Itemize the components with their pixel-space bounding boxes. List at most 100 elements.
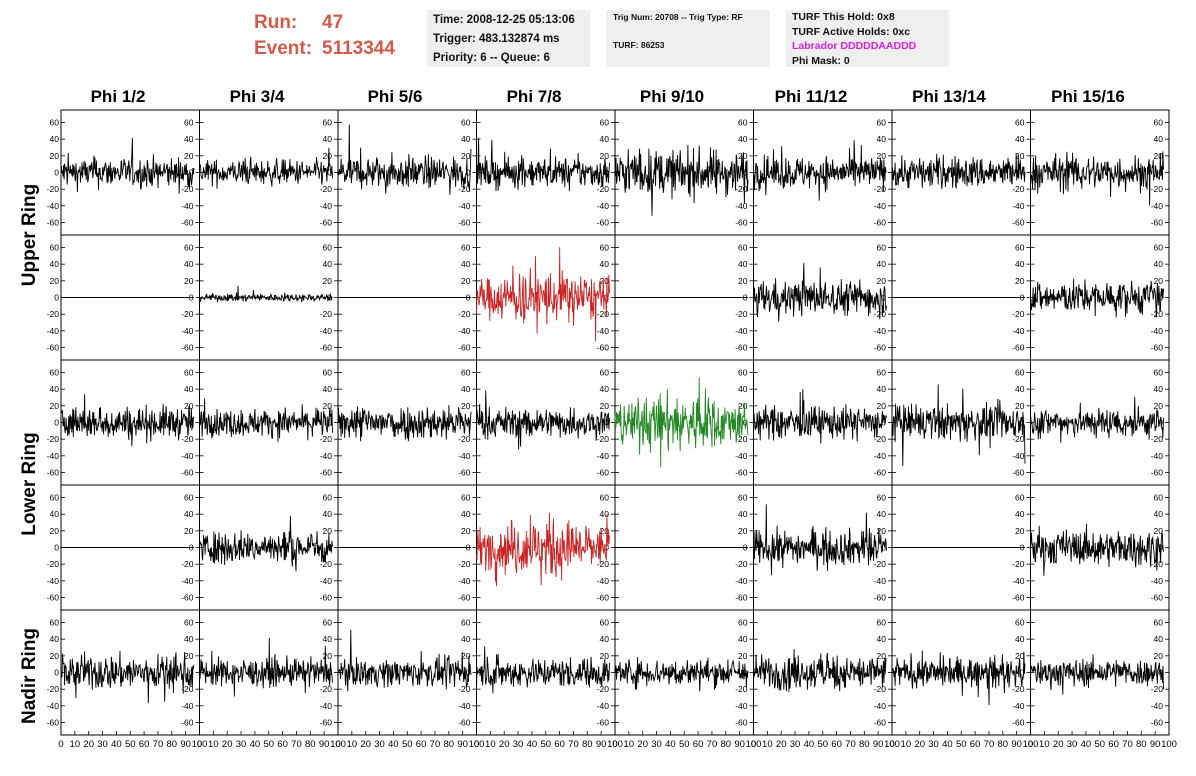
y-tick-label: -20 [458, 559, 471, 569]
waveform-trace [199, 515, 333, 572]
y-tick-label: -20 [874, 434, 887, 444]
y-tick-label: 40 [877, 384, 887, 394]
x-tick-label: 50 [540, 739, 551, 750]
y-tick-label: 20 [738, 526, 748, 536]
x-tick-label: 0 [612, 739, 617, 750]
x-tick-label: 0 [1028, 739, 1033, 750]
x-tick-label: 50 [679, 739, 690, 750]
x-tick-label: 90 [457, 739, 468, 750]
y-tick-label: 0 [189, 418, 194, 428]
y-tick-label: -40 [597, 326, 610, 336]
x-tick-label: 100 [192, 739, 208, 750]
y-tick-label: -60 [874, 343, 887, 353]
x-tick-label: 60 [416, 739, 427, 750]
y-tick-label: -60 [735, 468, 748, 478]
trig-info-box: Trig Num: 20708 -- Trig Type: RF TURF: 8… [606, 10, 770, 67]
y-tick-label: 20 [461, 651, 471, 661]
x-tick-label: 60 [139, 739, 150, 750]
x-tick-label: 30 [97, 739, 108, 750]
phi-label-5: Phi 9/10 [639, 87, 705, 106]
y-tick-label: -40 [874, 451, 887, 461]
y-tick-label: -60 [458, 218, 471, 228]
y-tick-label: 40 [50, 134, 60, 144]
y-tick-label: 60 [461, 368, 471, 378]
x-tick-label: 70 [568, 739, 579, 750]
y-tick-label: -20 [320, 309, 333, 319]
y-tick-label: -60 [47, 218, 60, 228]
x-tick-label: 40 [1081, 739, 1092, 750]
y-tick-label: 60 [1015, 618, 1025, 628]
y-tick-label: 20 [877, 151, 887, 161]
y-tick-label: -60 [597, 218, 610, 228]
y-tick-label: -40 [320, 326, 333, 336]
waveform-trace [891, 153, 1026, 193]
x-tick-label: 30 [236, 739, 247, 750]
x-tick-label: 10 [347, 739, 358, 750]
panel-r3-c8: -60 -40 -20 0 20 40 60 [1030, 359, 1170, 486]
y-tick-label: -40 [1151, 451, 1164, 461]
x-tick-label: 60 [1108, 739, 1119, 750]
x-tick-label: 0 [197, 739, 202, 750]
y-tick-label: 20 [50, 526, 60, 536]
y-tick-label: 60 [1154, 368, 1164, 378]
waveform-trace [891, 650, 1026, 706]
y-tick-label: 20 [184, 276, 194, 286]
y-tick-label: 20 [323, 401, 333, 411]
x-tick-label: 90 [734, 739, 745, 750]
y-tick-label: -20 [597, 684, 610, 694]
x-tick-label: 20 [222, 739, 233, 750]
y-tick-label: -60 [874, 468, 887, 478]
y-tick-label: -20 [1012, 434, 1025, 444]
y-tick-label: -20 [597, 559, 610, 569]
x-tick-label: 60 [831, 739, 842, 750]
y-tick-label: 20 [184, 651, 194, 661]
y-tick-label: -60 [458, 593, 471, 603]
y-tick-label: 40 [184, 384, 194, 394]
y-tick-label: 20 [1015, 401, 1025, 411]
phi-label-8: Phi 15/16 [1051, 87, 1125, 106]
y-tick-label: 60 [1015, 493, 1025, 503]
x-tick-label: 50 [263, 739, 274, 750]
y-tick-label: 40 [738, 384, 748, 394]
y-tick-label: 60 [600, 368, 610, 378]
y-tick-label: 20 [461, 526, 471, 536]
y-tick-label: 40 [323, 384, 333, 394]
waveform-trace [60, 650, 195, 704]
y-tick-label: 40 [1154, 384, 1164, 394]
y-tick-label: 40 [184, 259, 194, 269]
y-tick-label: -20 [874, 184, 887, 194]
y-tick-label: 60 [1154, 243, 1164, 253]
y-tick-label: -20 [1151, 684, 1164, 694]
y-tick-label: -20 [47, 434, 60, 444]
x-tick-label: 40 [665, 739, 676, 750]
y-tick-label: 60 [50, 368, 60, 378]
x-tick-label: 80 [1136, 739, 1147, 750]
y-tick-label: 0 [1158, 418, 1163, 428]
trigger-text: Trigger: 483.132874 ms [433, 33, 560, 45]
y-tick-label: -20 [735, 559, 748, 569]
y-tick-label: -20 [181, 309, 194, 319]
y-tick-label: 40 [461, 634, 471, 644]
y-tick-label: 60 [50, 618, 60, 628]
x-tick-label: 30 [513, 739, 524, 750]
y-tick-label: 60 [600, 118, 610, 128]
y-tick-label: -40 [735, 326, 748, 336]
x-tick-label: 90 [1150, 739, 1161, 750]
waveform-trace [337, 405, 472, 442]
y-tick-label: -40 [47, 326, 60, 336]
x-tick-label: 50 [402, 739, 413, 750]
y-tick-label: -20 [47, 309, 60, 319]
panel-r1-c2: -60 -40 -20 0 20 40 60 [199, 109, 339, 236]
y-tick-label: 20 [877, 276, 887, 286]
